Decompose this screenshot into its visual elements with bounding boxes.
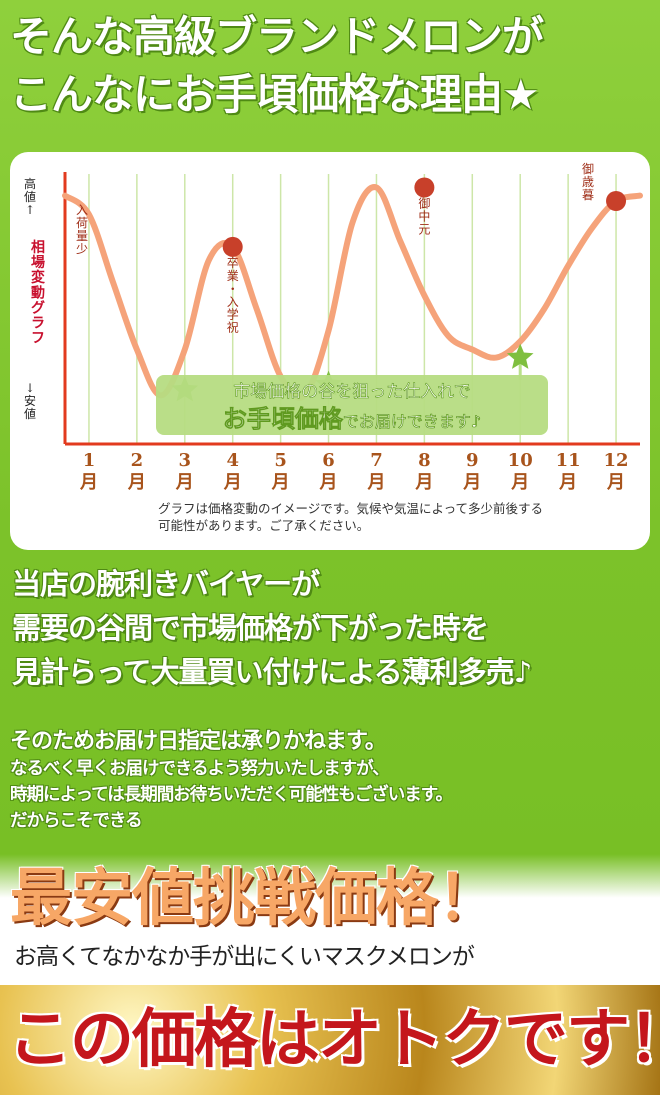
month-unit-1: 月 [79,472,98,493]
month-unit-11: 月 [558,472,577,493]
peak-label-3: 御歳暮 [582,161,594,202]
policy-line-3: 時期によっては長期間お待ちいただく可能性もございます。 [10,785,453,805]
chart-note-line-2: 可能性があります。ご了承ください。 [158,518,370,533]
gold-banner [0,985,660,1095]
month-number-1: 1 [83,450,96,471]
peak-label-2: 御中元 [418,196,430,237]
month-number-11: 11 [556,450,581,471]
headline-line-1: そんな高級ブランドメロンが [10,12,544,61]
policy-text: そのためお届け日指定は承りかねます。 なるべく早くお届けできるよう努力いたします… [10,726,655,834]
month-unit-10: 月 [510,472,529,493]
policy-line-1: そのためお届け日指定は承りかねます。 [10,728,387,754]
y-axis-high-label: 高値↑ [24,176,36,217]
buyer-text: 当店の腕利きバイヤーが 需要の谷間で市場価格が下がった時を 見計らって大量買い付… [12,562,657,694]
headline-line-2: こんなにお手頃価格な理由★ [10,70,540,119]
month-number-7: 7 [370,450,383,471]
peak-marker-3 [606,191,627,211]
month-unit-4: 月 [223,472,242,493]
month-unit-12: 月 [606,472,625,493]
chart-note: グラフは価格変動のイメージです。気候や気温によって多少前後する 可能性があります… [158,500,638,534]
chart-card: 高値↑ 相場変動グラフ ↓安値 入荷量少卒業・入学祝 御中元 御歳暮市場価格の谷を狙った仕… [10,152,650,550]
month-unit-2: 月 [127,472,146,493]
headline: そんな高級ブランドメロンが こんなにお手頃価格な理由★ [10,8,660,124]
policy-line-4: だからこそできる [10,811,143,831]
start-annotation: 入荷量少 [76,203,88,256]
policy-line-2: なるべく早くお届けできるよう努力いたしますが、 [10,759,390,779]
deal-text: この価格はオトクです！ [8,1003,660,1077]
month-unit-5: 月 [271,472,290,493]
buyer-line-2: 需要の谷間で市場価格が下がった時を [12,611,489,645]
month-number-12: 12 [604,450,629,471]
peak-marker-1 [222,236,243,257]
month-unit-9: 月 [462,472,481,493]
month-number-5: 5 [274,450,287,471]
challenge-price-text: 最安値挑戦価格！ [10,861,499,934]
month-unit-8: 月 [414,472,433,493]
month-unit-6: 月 [319,472,338,493]
trough-star-3 [506,343,534,369]
month-unit-3: 月 [175,472,194,493]
month-number-4: 4 [226,450,239,471]
callout-box [156,375,548,435]
month-number-8: 8 [418,450,431,471]
buyer-line-1: 当店の腕利きバイヤーが [12,567,320,601]
month-number-9: 9 [466,450,479,471]
month-number-3: 3 [179,450,192,471]
chart-note-line-1: グラフは価格変動のイメージです。気候や気温によって多少前後する [158,501,544,516]
callout-line-2: お手頃価格でお届けできます♪ [223,404,481,433]
peak-label-1: 卒業・入学祝 [227,256,239,335]
month-number-10: 10 [508,450,533,471]
price-curve [62,184,643,401]
y-axis-title: 相場変動グラフ [31,239,45,347]
musk-melon-subtext: お高くてなかなか手が出にくいマスクメロンが [14,944,475,970]
peak-marker-2 [414,177,435,198]
callout-line-1: 市場価格の谷を狙った仕入れで [233,382,471,402]
month-number-2: 2 [131,450,144,471]
month-number-6: 6 [322,450,335,471]
month-unit-7: 月 [366,472,385,493]
buyer-line-3: 見計らって大量買い付けによる薄利多売♪ [12,655,532,689]
y-axis-low-label: ↓安値 [24,381,36,421]
